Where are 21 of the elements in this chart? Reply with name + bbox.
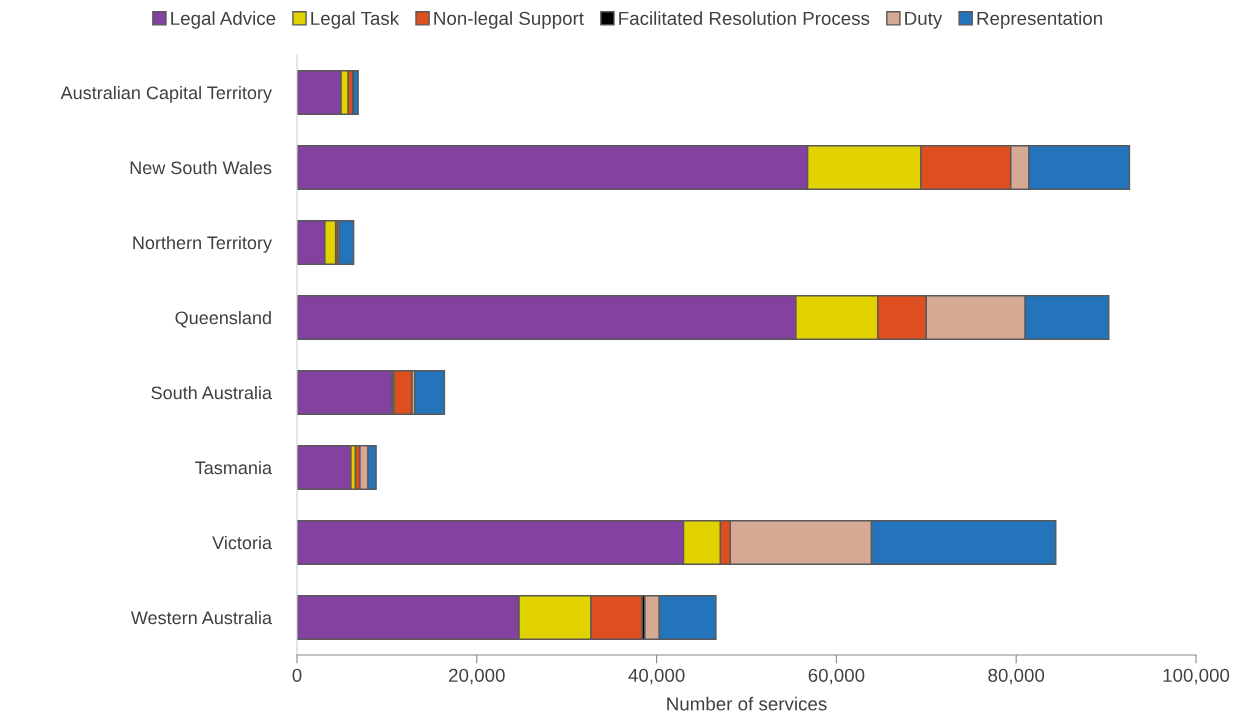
x-axis-title: Number of services [667, 696, 827, 711]
x-tick-label: 20,000 [449, 668, 505, 685]
legend-label: Legal Advice [171, 11, 276, 29]
y-tick-label: Victoria [212, 535, 272, 550]
y-tick-label: Queensland [175, 310, 271, 328]
x-tick-label: 100,000 [1163, 668, 1230, 685]
x-tick-label: 60,000 [808, 668, 865, 685]
y-tick-label: Western Australia [130, 610, 273, 625]
legend-label: Facilitated Resolution Process [619, 11, 870, 26]
y-tick-label: Tasmania [195, 460, 272, 475]
y-tick-label: Australian Capital Territory [60, 85, 272, 103]
x-tick-label: 80,000 [988, 668, 1045, 685]
x-tick-label: 40,000 [628, 668, 685, 685]
y-tick-label: Northern Territory [133, 235, 272, 253]
legend-label: Duty [905, 11, 943, 29]
y-tick-label: South Australia [151, 385, 272, 400]
y-tick-label: New South Wales [130, 160, 272, 175]
legend-label: Legal Task [311, 11, 400, 29]
x-tick-label: 0 [292, 668, 302, 682]
legend-label: Representation [977, 11, 1102, 29]
legend-label: Non-legal Support [434, 11, 584, 29]
